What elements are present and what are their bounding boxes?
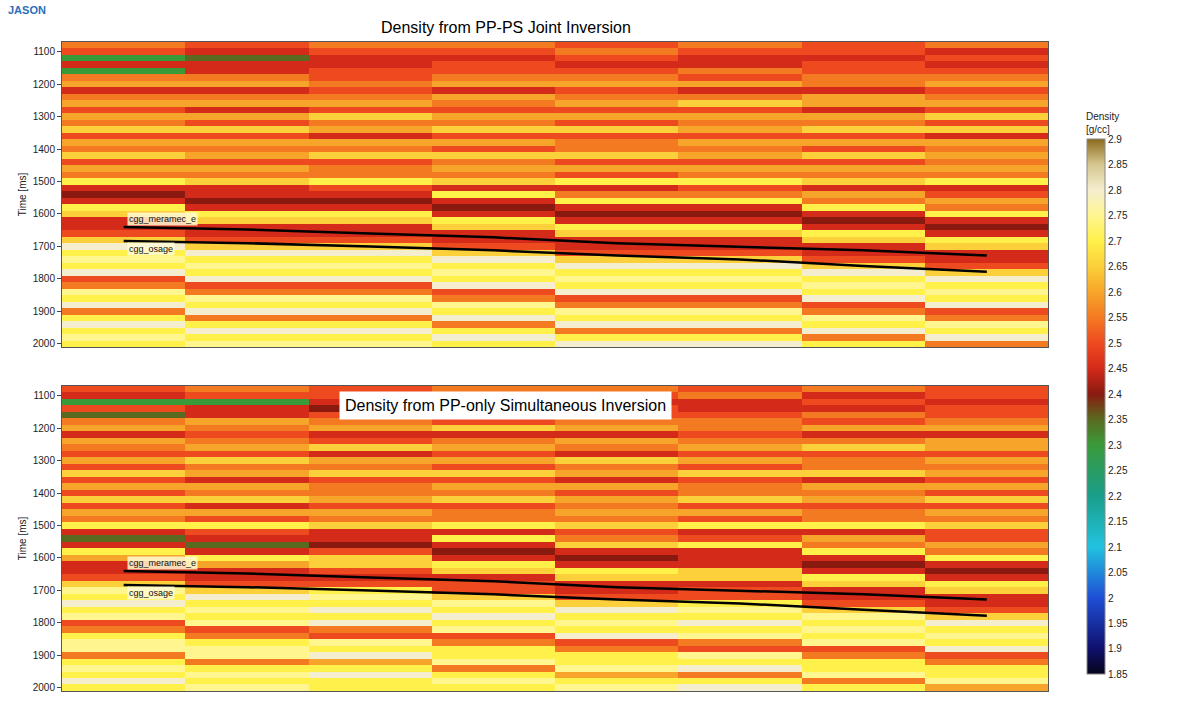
svg-text:cgg_osage: cgg_osage (129, 588, 173, 598)
svg-text:2.25: 2.25 (1108, 465, 1128, 476)
svg-text:1900: 1900 (33, 650, 56, 661)
svg-text:1200: 1200 (33, 423, 56, 434)
svg-text:2.9: 2.9 (1108, 134, 1122, 145)
svg-text:1600: 1600 (33, 208, 56, 219)
svg-text:1.85: 1.85 (1108, 669, 1128, 680)
svg-text:2.05: 2.05 (1108, 567, 1128, 578)
svg-text:1700: 1700 (33, 241, 56, 252)
svg-text:1400: 1400 (33, 144, 56, 155)
svg-text:1500: 1500 (33, 176, 56, 187)
svg-text:2.4: 2.4 (1108, 389, 1122, 400)
svg-text:Time [ms]: Time [ms] (17, 173, 28, 217)
svg-text:cgg_meramec_e: cgg_meramec_e (129, 214, 196, 224)
svg-text:2.6: 2.6 (1108, 287, 1122, 298)
svg-text:1.95: 1.95 (1108, 618, 1128, 629)
svg-text:1100: 1100 (33, 46, 55, 57)
svg-text:1200: 1200 (33, 79, 56, 90)
svg-text:2.7: 2.7 (1108, 236, 1122, 247)
svg-text:1800: 1800 (33, 617, 56, 628)
svg-text:1300: 1300 (33, 455, 56, 466)
svg-text:2.3: 2.3 (1108, 440, 1122, 451)
svg-text:1600: 1600 (33, 552, 56, 563)
svg-text:2: 2 (1108, 593, 1114, 604)
svg-text:2.85: 2.85 (1108, 159, 1128, 170)
svg-text:2.55: 2.55 (1108, 312, 1128, 323)
svg-text:2.45: 2.45 (1108, 363, 1128, 374)
svg-text:2.15: 2.15 (1108, 516, 1128, 527)
svg-text:2.2: 2.2 (1108, 491, 1122, 502)
svg-text:1500: 1500 (33, 520, 56, 531)
svg-text:1100: 1100 (33, 390, 55, 401)
svg-text:2.5: 2.5 (1108, 338, 1122, 349)
svg-text:cgg_osage: cgg_osage (129, 244, 173, 254)
svg-text:1900: 1900 (33, 306, 56, 317)
svg-text:JASON: JASON (8, 4, 46, 16)
svg-text:2.8: 2.8 (1108, 185, 1122, 196)
svg-text:Density[g/cc]: Density[g/cc] (1086, 111, 1119, 135)
svg-text:cgg_meramec_e: cgg_meramec_e (129, 558, 196, 568)
svg-text:Time [ms]: Time [ms] (17, 517, 28, 561)
svg-text:2000: 2000 (33, 338, 56, 349)
svg-text:1.9: 1.9 (1108, 643, 1122, 654)
svg-text:2.65: 2.65 (1108, 261, 1128, 272)
svg-text:1800: 1800 (33, 273, 56, 284)
svg-text:2.1: 2.1 (1108, 542, 1122, 553)
svg-text:2.75: 2.75 (1108, 210, 1128, 221)
svg-text:1700: 1700 (33, 585, 56, 596)
svg-text:Density from PP-PS Joint Inver: Density from PP-PS Joint Inversion (381, 19, 631, 36)
svg-text:1300: 1300 (33, 111, 56, 122)
svg-text:2.35: 2.35 (1108, 414, 1128, 425)
svg-text:Density from PP-only Simultane: Density from PP-only Simultaneous Invers… (345, 397, 666, 414)
svg-text:2000: 2000 (33, 682, 56, 693)
svg-text:1400: 1400 (33, 488, 56, 499)
